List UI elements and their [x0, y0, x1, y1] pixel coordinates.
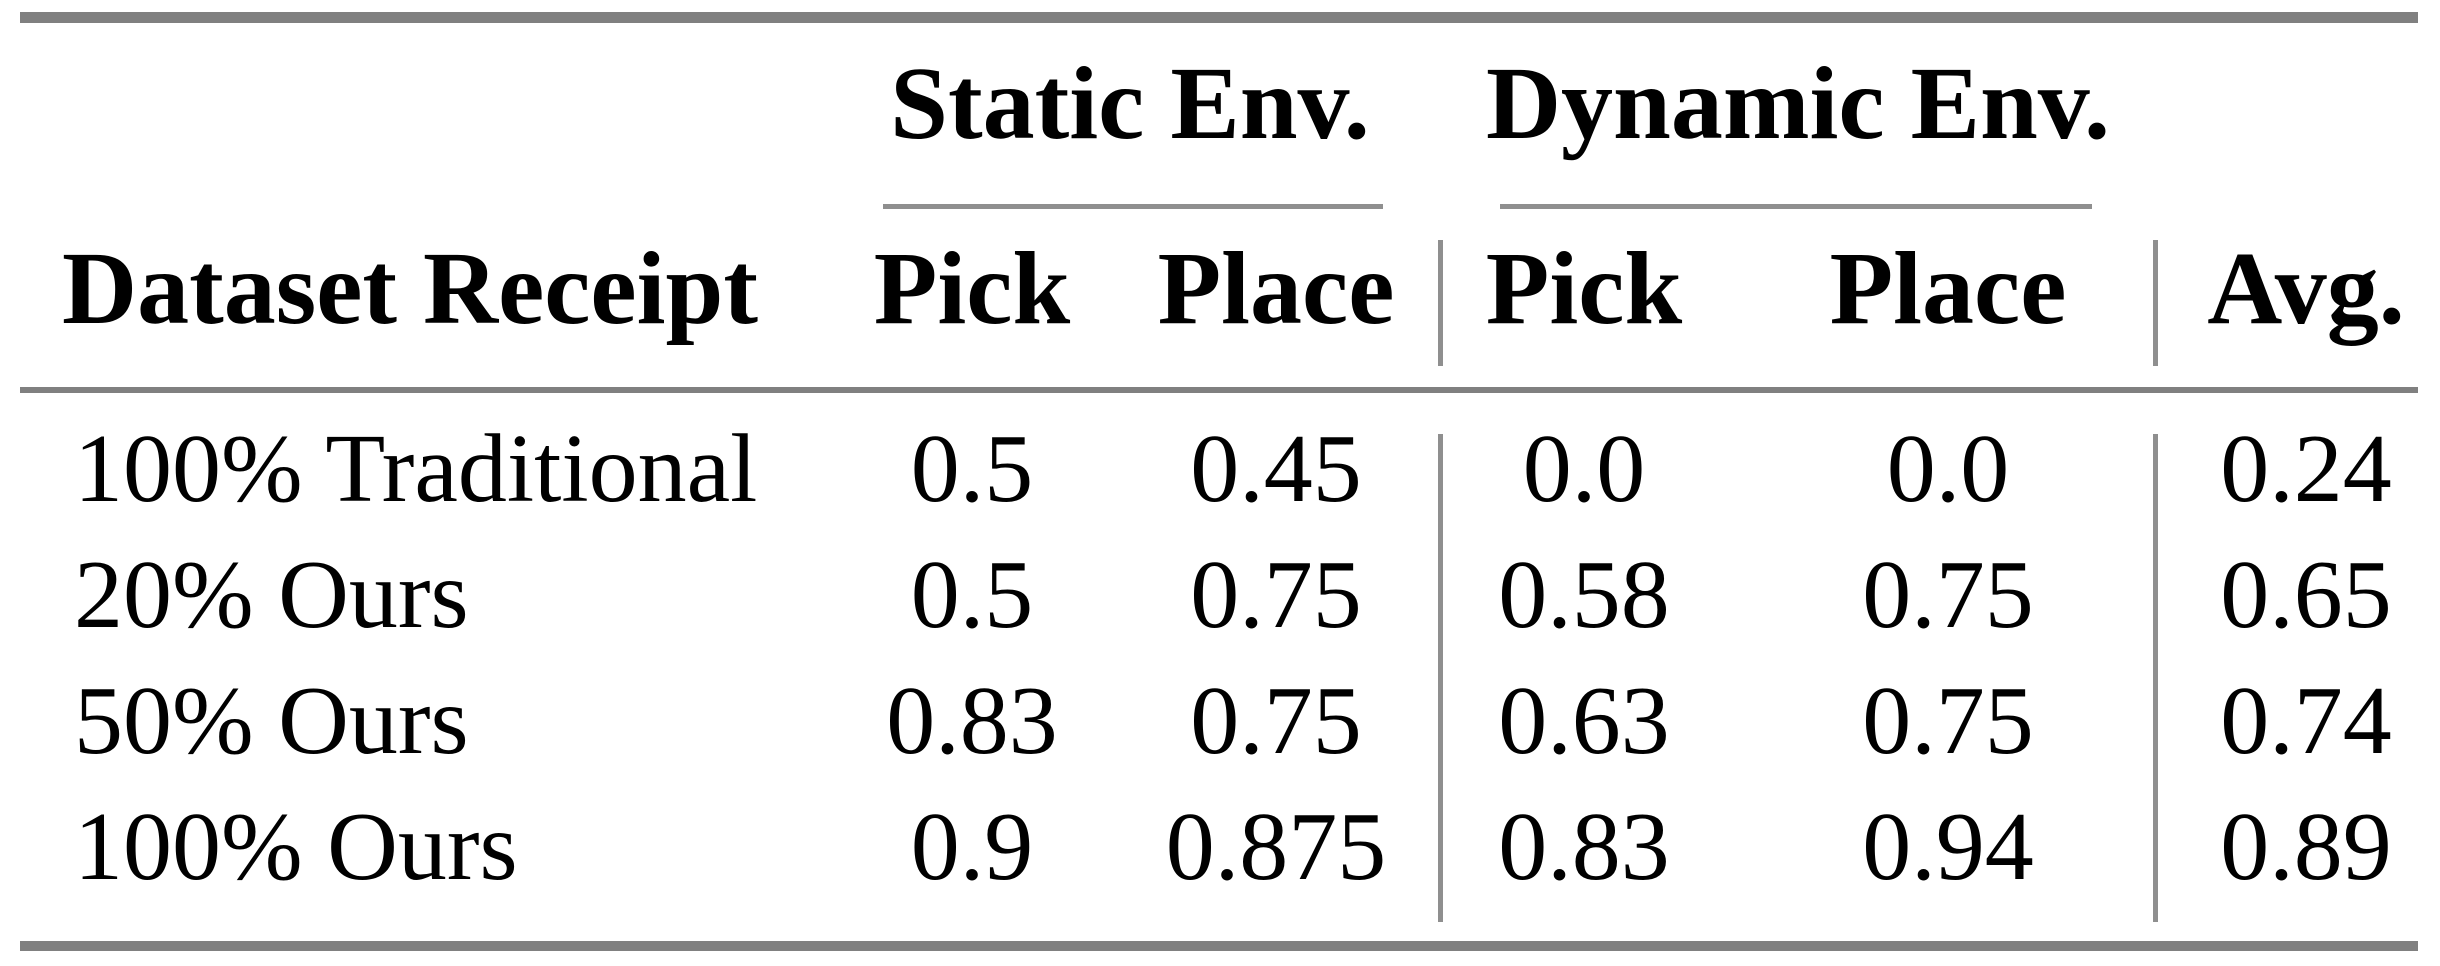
cell-static-pick: 0.5	[910, 541, 1034, 649]
vertical-rule-2-header	[2153, 240, 2158, 366]
cell-static-pick: 0.83	[886, 667, 1058, 775]
column-header-avg: Avg.	[2207, 231, 2405, 346]
cell-dynamic-pick: 0.83	[1498, 793, 1670, 901]
column-header-dataset-receipt: Dataset Receipt	[62, 231, 758, 346]
mid-rule	[20, 387, 2418, 393]
cell-avg: 0.74	[2220, 667, 2392, 775]
column-header-static-place: Place	[1157, 231, 1395, 346]
cell-dynamic-place: 0.0	[1886, 415, 2010, 523]
cell-static-pick: 0.5	[910, 415, 1034, 523]
cell-dynamic-place: 0.75	[1862, 541, 2034, 649]
vertical-rule-2-body	[2153, 434, 2158, 922]
bottom-rule	[20, 941, 2418, 951]
column-header-static-pick: Pick	[873, 231, 1071, 346]
cell-static-place: 0.75	[1190, 541, 1362, 649]
cell-avg: 0.65	[2220, 541, 2392, 649]
column-header-dynamic-pick: Pick	[1485, 231, 1683, 346]
column-group-dynamic-env: Dynamic Env.	[1485, 46, 2111, 161]
column-header-dynamic-place: Place	[1829, 231, 2067, 346]
cell-static-place: 0.875	[1165, 793, 1387, 901]
column-group-static-env: Static Env.	[890, 46, 1370, 161]
cell-static-place: 0.45	[1190, 415, 1362, 523]
top-rule	[20, 12, 2418, 23]
cell-dynamic-place: 0.94	[1862, 793, 2034, 901]
cell-avg: 0.24	[2220, 415, 2392, 523]
cell-dynamic-pick: 0.58	[1498, 541, 1670, 649]
dynamic-env-cmidrule	[1500, 204, 2092, 209]
cell-static-place: 0.75	[1190, 667, 1362, 775]
row-label: 100% Ours	[74, 793, 518, 901]
row-label: 50% Ours	[74, 667, 469, 775]
row-label: 100% Traditional	[74, 415, 758, 523]
vertical-rule-1-body	[1438, 434, 1443, 922]
cell-dynamic-pick: 0.63	[1498, 667, 1670, 775]
cell-avg: 0.89	[2220, 793, 2392, 901]
cell-dynamic-pick: 0.0	[1522, 415, 1646, 523]
cell-dynamic-place: 0.75	[1862, 667, 2034, 775]
cell-static-pick: 0.9	[910, 793, 1034, 901]
vertical-rule-1-header	[1438, 240, 1443, 366]
row-label: 20% Ours	[74, 541, 469, 649]
static-env-cmidrule	[883, 204, 1383, 209]
